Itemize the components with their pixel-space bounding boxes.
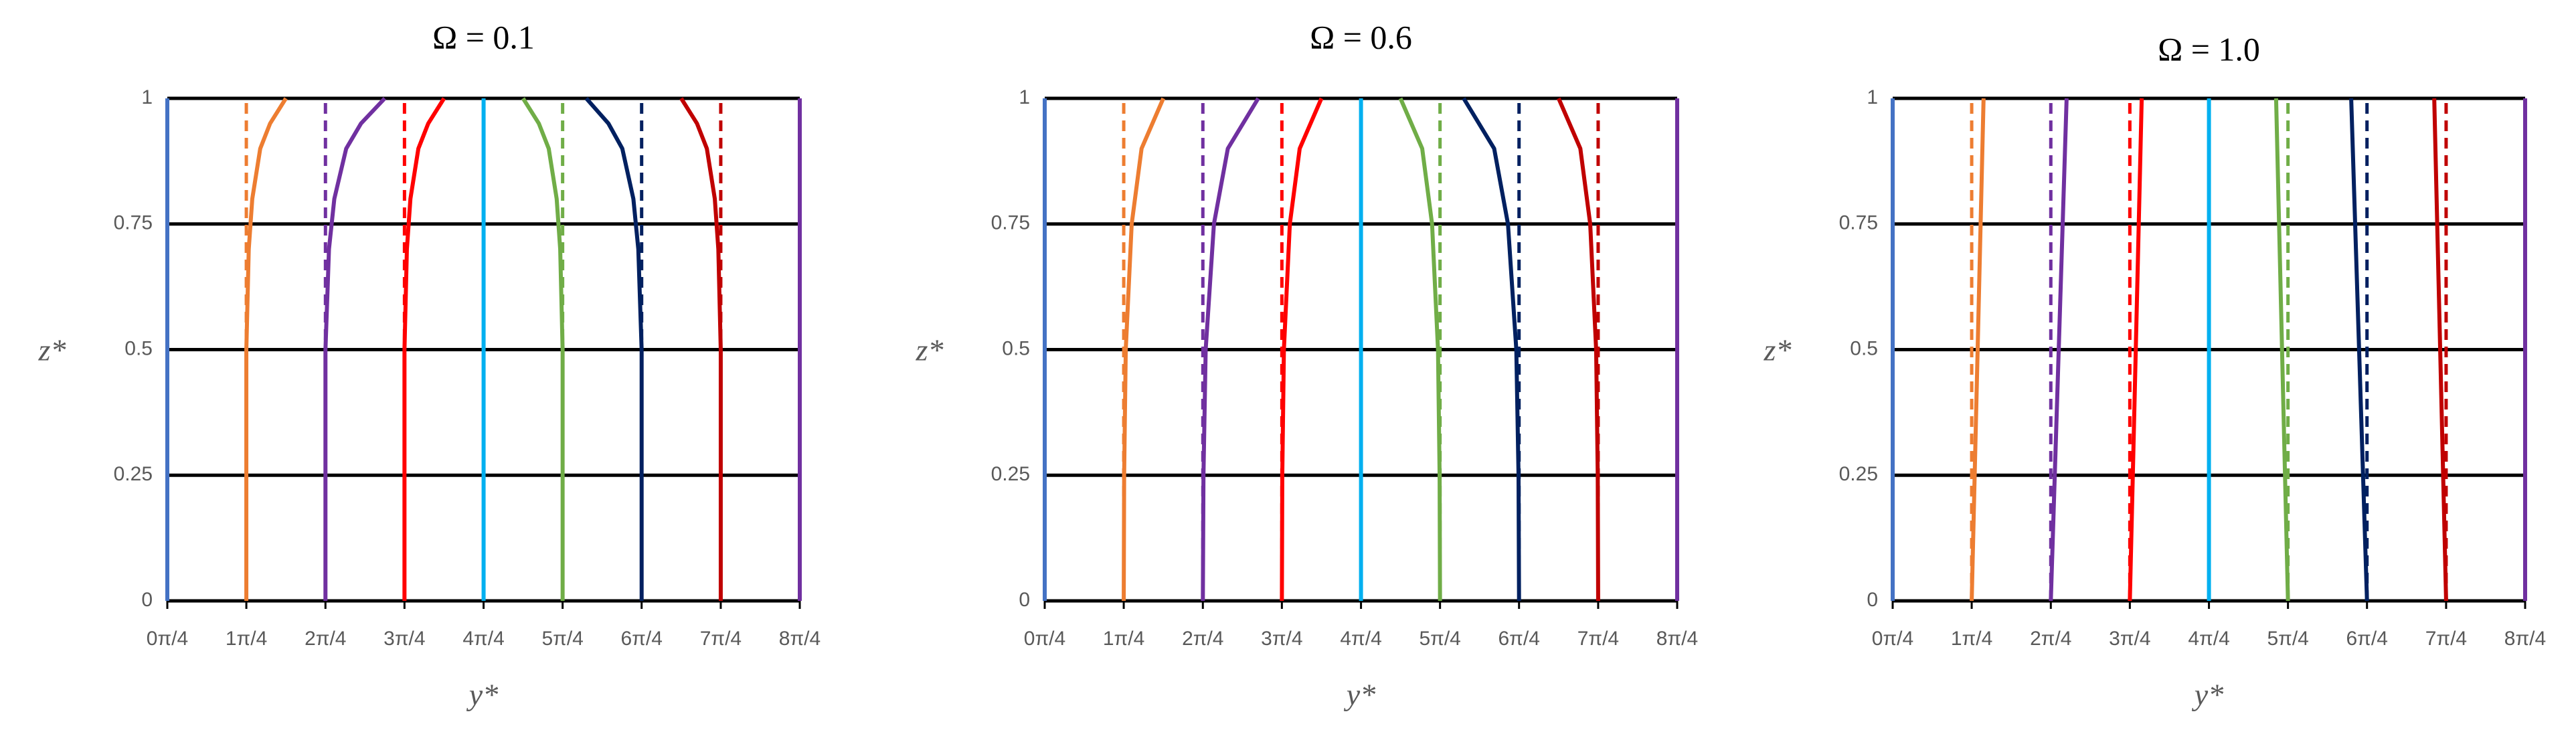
x-tick-label: 7π/4	[1577, 628, 1619, 650]
y-tick-label: 0.25	[1839, 463, 1878, 485]
x-tick-label: 8π/4	[779, 628, 821, 650]
series-line	[323, 96, 387, 601]
series-line	[1462, 97, 1521, 602]
series-line	[1201, 97, 1260, 602]
x-tick-label: 7π/4	[700, 628, 742, 650]
series-line	[2049, 98, 2069, 602]
y-tick-label: 1	[1867, 86, 1878, 108]
x-tick-label: 5π/4	[541, 628, 583, 650]
series-line	[1557, 97, 1600, 602]
x-tick-label: 6π/4	[1498, 628, 1540, 650]
y-tick-label: 0.5	[1850, 337, 1878, 359]
x-tick-label: 5π/4	[2267, 628, 2308, 650]
x-tick-label: 5π/4	[1419, 628, 1460, 650]
chart-title: Ω = 0.1	[432, 18, 535, 56]
y-tick-label: 0	[141, 589, 153, 611]
y-tick-label: 0	[1019, 589, 1030, 611]
y-axis-label: z*	[916, 333, 944, 367]
series-line	[402, 97, 446, 601]
y-tick-label: 1	[141, 86, 153, 108]
x-tick-label: 0π/4	[1024, 628, 1065, 650]
y-tick-label: 0.75	[991, 212, 1030, 234]
chart-title: Ω = 0.6	[1310, 18, 1412, 56]
x-tick-label: 1π/4	[1951, 628, 1992, 650]
x-tick-label: 1π/4	[1103, 628, 1144, 650]
y-tick-label: 0.5	[1002, 337, 1030, 359]
x-tick-label: 3π/4	[1261, 628, 1302, 650]
x-tick-label: 7π/4	[2425, 628, 2467, 650]
chart-title: Ω = 1.0	[2158, 30, 2260, 68]
series-line	[2273, 98, 2290, 602]
x-tick-label: 0π/4	[147, 628, 188, 650]
series-line	[1398, 97, 1442, 602]
y-tick-label: 0.5	[124, 337, 153, 359]
x-tick-label: 4π/4	[1340, 628, 1381, 650]
y-tick-label: 0.75	[1839, 212, 1878, 234]
series-line	[521, 97, 565, 601]
series-line	[244, 97, 288, 601]
x-tick-label: 1π/4	[226, 628, 267, 650]
x-tick-label: 3π/4	[383, 628, 425, 650]
x-tick-label: 4π/4	[462, 628, 504, 650]
series-line	[679, 97, 723, 601]
x-tick-label: 2π/4	[2030, 628, 2071, 650]
series-line	[584, 97, 644, 601]
y-tick-label: 1	[1019, 86, 1030, 108]
y-tick-label: 0.25	[991, 463, 1030, 485]
y-tick-label: 0.25	[114, 463, 153, 485]
x-axis-label: y*	[466, 678, 498, 712]
series-line	[2349, 98, 2369, 602]
x-tick-label: 2π/4	[1182, 628, 1223, 650]
x-tick-label: 6π/4	[621, 628, 663, 650]
series-line	[1280, 97, 1324, 602]
x-tick-label: 0π/4	[1872, 628, 1913, 650]
x-tick-label: 2π/4	[305, 628, 346, 650]
y-axis-label: z*	[1764, 333, 1792, 367]
x-tick-label: 3π/4	[2109, 628, 2150, 650]
x-axis-label: y*	[1344, 678, 1375, 712]
series-line	[1970, 98, 1986, 602]
series-line	[1122, 97, 1165, 602]
x-tick-label: 4π/4	[2188, 628, 2229, 650]
x-tick-label: 6π/4	[2346, 628, 2388, 650]
y-tick-label: 0.75	[114, 212, 153, 234]
series-line	[2128, 98, 2144, 602]
y-axis-label: z*	[38, 333, 66, 367]
x-tick-label: 8π/4	[2504, 628, 2546, 650]
series-line	[2432, 98, 2448, 602]
x-axis-label: y*	[2192, 678, 2223, 712]
x-tick-label: 8π/4	[1656, 628, 1698, 650]
y-tick-label: 0	[1867, 589, 1878, 611]
